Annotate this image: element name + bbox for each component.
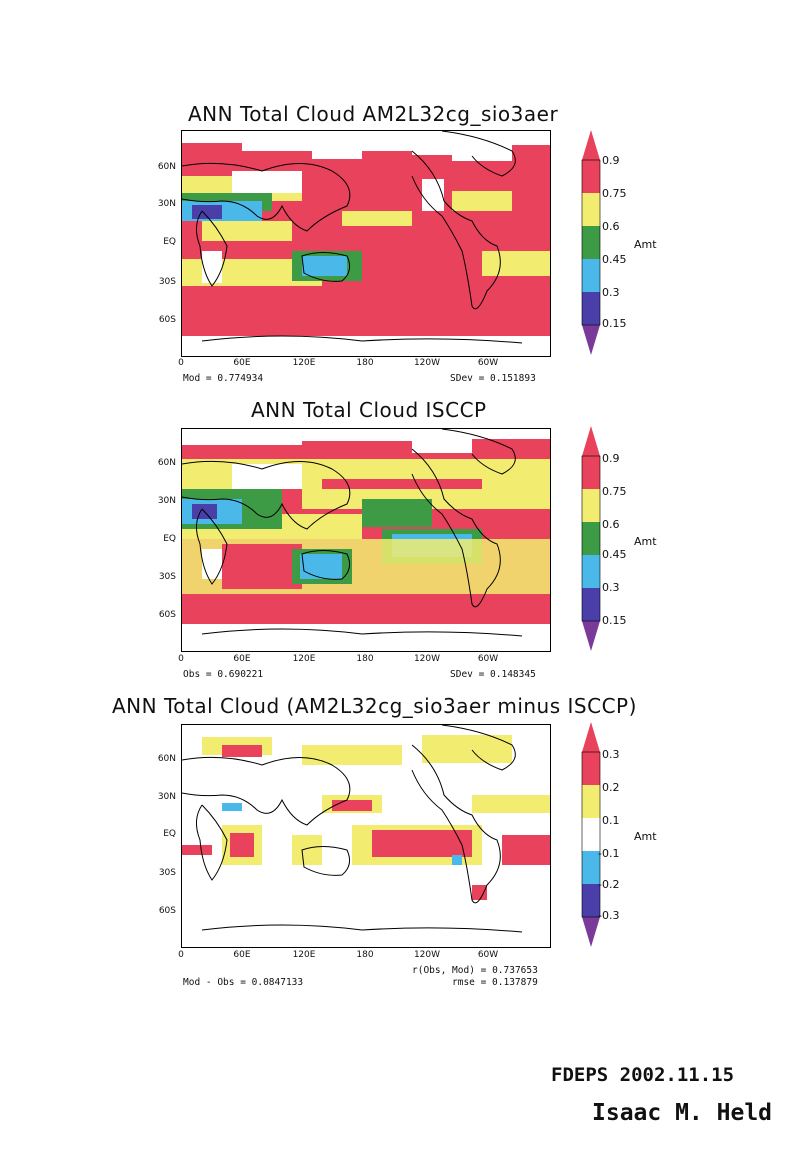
lon-label: 60W [477,654,499,664]
desert-missing [232,171,302,193]
colorbar-level: 0.75 [602,485,627,498]
colorbar [581,722,601,947]
colorbar [581,426,601,651]
colorbar-swatch [582,193,600,226]
handwritten-date: FDEPS 2002.11.15 [551,1064,735,1086]
colorbar-swatch [582,226,600,259]
lon-label: 120E [292,950,316,960]
colorbar-swatch [582,292,600,325]
colorbar-tip-bottom [582,325,600,355]
stat-mean: Obs = 0.690221 [183,669,264,680]
stat-mean: Mod = 0.774934 [183,373,264,384]
lon-label: 120E [292,654,316,664]
lon-label: 60E [233,950,251,960]
lon-label: 180 [356,654,374,664]
lat-label: 30S [158,572,176,582]
lat-label: EQ [163,534,176,544]
lon-label: 0 [178,358,184,368]
lat-label: 60S [158,315,176,325]
map-field [182,131,550,356]
colorbar-level: 0.45 [602,253,627,266]
colorbar-level: -0.2 [598,878,620,891]
colorbar-level: 0.3 [602,581,620,594]
lat-label: EQ [163,829,176,839]
lon-label: 120W [413,358,441,368]
lon-label: 120W [413,950,441,960]
colorbar-units: Amt [634,238,657,251]
colorbar-level: 0.75 [602,187,627,200]
colorbar-units: Amt [634,535,657,548]
colorbar-level: 0.3 [602,748,620,761]
colorbar [581,130,601,355]
lon-label: 60E [233,654,251,664]
band-yellow [482,251,550,276]
colorbar-units: Amt [634,830,657,843]
cloud-map-isccp [181,428,551,652]
lon-label: 0 [178,654,184,664]
lon-label: 180 [356,950,374,960]
colorbar-level: 0.15 [602,317,627,330]
colorbar-level: -0.3 [598,909,620,922]
band-yellow [342,211,412,226]
panel-title: ANN Total Cloud AM2L32cg_sio3aer [188,102,559,126]
stat-sdev: SDev = 0.148345 [450,669,536,680]
lon-label: 60W [477,358,499,368]
colorbar-level: 0.9 [602,452,620,465]
antarctic [182,336,550,356]
lon-label: 60E [233,358,251,368]
colorbar-level: 0.6 [602,220,620,233]
lon-label: 120W [413,654,441,664]
lon-label: 180 [356,358,374,368]
desert-missing [422,179,444,211]
handwritten-author: Isaac M. Held [592,1100,773,1126]
colorbar-level: 0.1 [602,814,620,827]
panel-title: ANN Total Cloud ISCCP [251,398,487,422]
colorbar-level: -0.1 [598,847,620,860]
lat-label: 30S [158,868,176,878]
coastlines [182,131,523,344]
stat-mean-diff: Mod - Obs = 0.0847133 [183,977,304,988]
colorbar-level: 0.3 [602,286,620,299]
lat-label: 60N [157,754,176,764]
colorbar-swatch [582,259,600,292]
colorbar-level: 0.6 [602,518,620,531]
lat-label: 60N [157,458,176,468]
lat-label: 30S [158,277,176,287]
lat-label: 30N [157,792,176,802]
colorbar-tip-top [582,130,600,160]
lon-label: 0 [178,950,184,960]
band-yellow [202,221,292,241]
lat-label: 30N [157,199,176,209]
band-lightblue [302,256,347,276]
lat-label: 60S [158,906,176,916]
colorbar-level: 0.9 [602,154,620,167]
band-yellow [452,191,512,211]
colorbar-level: 0.15 [602,614,627,627]
lat-label: 30N [157,496,176,506]
colorbar-level: 0.2 [602,781,620,794]
lat-label: EQ [163,237,176,247]
lon-label: 60W [477,950,499,960]
cloud-map-model [181,130,551,357]
arctic-missing [182,131,550,161]
lat-label: 60S [158,610,176,620]
cloud-map-difference [181,724,551,948]
colorbar-level: 0.45 [602,548,627,561]
panel-title: ANN Total Cloud (AM2L32cg_sio3aer minus … [112,694,637,718]
stat-sdev: SDev = 0.151893 [450,373,536,384]
stat-correlation: r(Obs, Mod) = 0.737653 [412,965,538,976]
stat-rmse: rmse = 0.137879 [452,977,538,988]
lon-label: 120E [292,358,316,368]
lat-label: 60N [157,162,176,172]
colorbar-swatch [582,160,600,193]
desert-missing [202,251,222,283]
